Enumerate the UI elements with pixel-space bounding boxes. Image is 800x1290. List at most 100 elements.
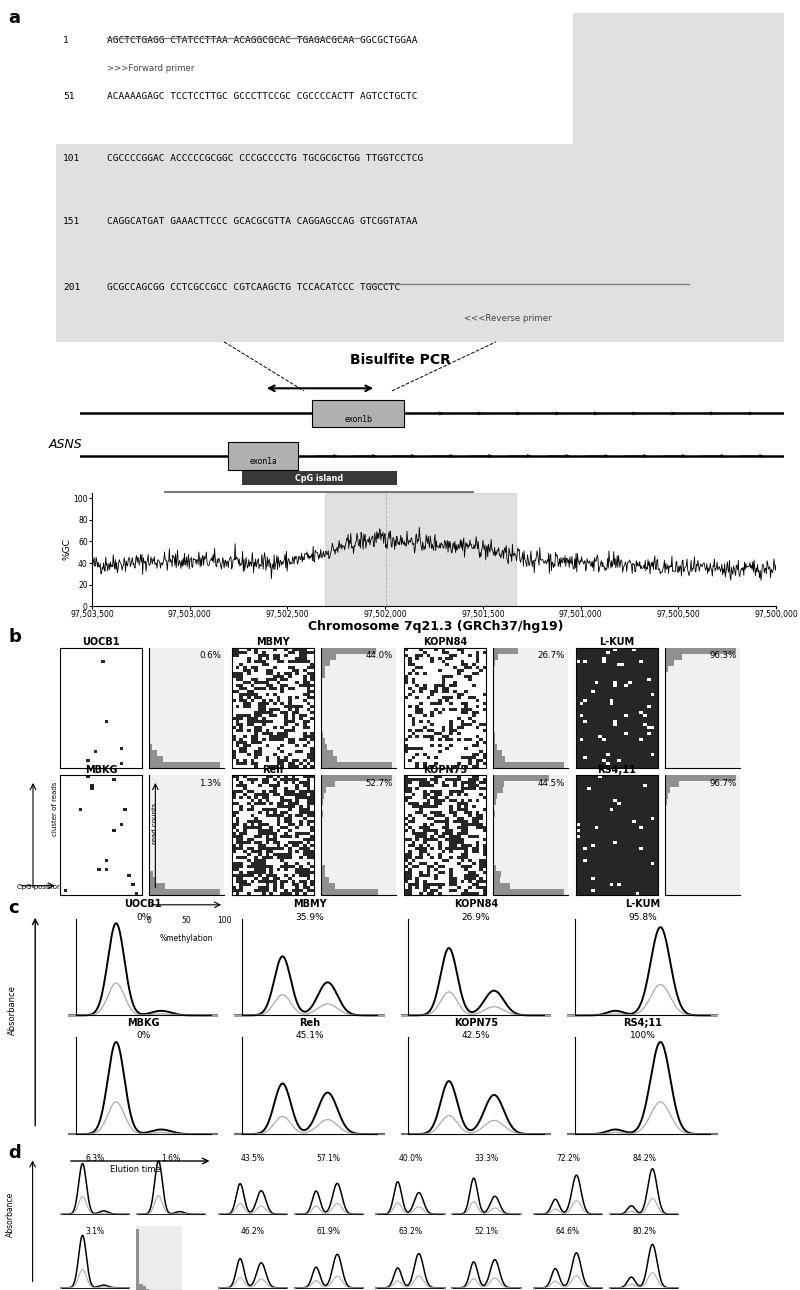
Bar (493, 731, 494, 738)
Text: ACAAAAGAGC TCCTCCTTGC GCCCTTCCGC CGCCCCACTT AGTCCTGCTC: ACAAAAGAGC TCCTCCTTGC GCCCTTCCGC CGCCCCA… (107, 92, 418, 101)
Text: CGCCCCGGAC ACCCCCGCGGC CCCGCCCCTG TGCGCGCTGG TTGGTCCTCG: CGCCCCGGAC ACCCCCGCGGC CCCGCCCCTG TGCGCG… (107, 155, 423, 164)
Title: MBKG: MBKG (85, 765, 118, 775)
Bar (321, 648, 376, 654)
Text: exon1a: exon1a (249, 458, 277, 466)
Bar (242, 472, 397, 485)
Text: 45.1%: 45.1% (295, 1032, 324, 1041)
Title: Reh: Reh (262, 765, 283, 775)
Text: a: a (8, 9, 20, 27)
Text: exon1b: exon1b (344, 415, 372, 423)
Bar (665, 800, 666, 805)
Bar (136, 1228, 139, 1290)
Text: AGCTCTGAGG CTATCCTTAA ACAGGCGCAC TGAGACGCAA GGCGCTGGAA: AGCTCTGAGG CTATCCTTAA ACAGGCGCAC TGAGACG… (107, 36, 418, 45)
Bar (493, 859, 494, 866)
Bar (493, 672, 494, 677)
Bar (665, 654, 682, 659)
Text: >>>Forward primer: >>>Forward primer (107, 64, 194, 74)
Text: 96.3%: 96.3% (710, 651, 737, 660)
Bar (321, 743, 327, 749)
Text: GCGCCAGCGG CCTCGCCGCC CGTCAAGCTG TCCACATCCC TGGCCTC: GCGCCAGCGG CCTCGCCGCC CGTCAAGCTG TCCACAT… (107, 283, 400, 292)
Text: Absorbance: Absorbance (8, 986, 17, 1035)
Text: 72.2%: 72.2% (556, 1153, 580, 1162)
Bar (665, 666, 668, 672)
Text: 100%: 100% (630, 1032, 655, 1041)
Text: 57.1%: 57.1% (317, 1153, 341, 1162)
Text: Promoter region: Promoter region (282, 494, 357, 503)
Text: 0%: 0% (136, 1032, 150, 1041)
Text: 201: 201 (63, 283, 81, 292)
Text: 44.0%: 44.0% (366, 651, 393, 660)
Bar (493, 761, 565, 768)
Bar (149, 866, 150, 871)
Text: Absorbance: Absorbance (6, 1192, 15, 1237)
Bar (321, 884, 334, 889)
Bar (149, 761, 221, 768)
Bar (142, 1286, 146, 1290)
Text: 1.6%: 1.6% (162, 1153, 181, 1162)
Text: 51: 51 (63, 92, 74, 101)
Bar (665, 793, 668, 800)
Bar (493, 659, 495, 666)
Text: Elution time: Elution time (110, 1165, 161, 1174)
Text: 50: 50 (182, 916, 191, 925)
Text: 151: 151 (63, 217, 81, 226)
Text: 84.2%: 84.2% (632, 1153, 656, 1162)
Bar (321, 823, 322, 829)
Bar (321, 738, 325, 743)
Bar (493, 884, 510, 889)
Bar (165, 491, 474, 504)
Text: 1.3%: 1.3% (199, 779, 221, 788)
Bar (493, 782, 504, 787)
Text: 46.2%: 46.2% (241, 1228, 265, 1236)
Text: 42.5%: 42.5% (462, 1032, 490, 1041)
Bar (149, 859, 150, 866)
Bar (321, 782, 335, 787)
Text: 52.7%: 52.7% (366, 779, 393, 788)
Bar (321, 800, 323, 805)
Bar (149, 756, 163, 761)
Bar (493, 648, 518, 654)
Bar (493, 743, 497, 749)
Bar (493, 654, 498, 659)
Text: cluster of reads: cluster of reads (52, 782, 58, 836)
Bar (493, 756, 505, 761)
Bar (321, 871, 325, 877)
Bar (493, 738, 495, 743)
Title: KOPN75: KOPN75 (423, 765, 467, 775)
Text: 26.9%: 26.9% (462, 913, 490, 922)
Bar (493, 775, 549, 782)
Bar (321, 877, 329, 884)
Y-axis label: %GC: %GC (63, 539, 72, 560)
Bar (321, 659, 330, 666)
Bar (56, 13, 573, 144)
Bar (321, 811, 322, 818)
Bar (321, 731, 322, 738)
Text: 95.8%: 95.8% (628, 913, 657, 922)
Bar (665, 775, 737, 782)
Bar (493, 805, 494, 811)
Bar (325, 493, 516, 606)
Bar (665, 787, 670, 793)
Text: d: d (8, 1144, 21, 1162)
Text: %methylation: %methylation (159, 934, 213, 943)
Text: 63.2%: 63.2% (398, 1228, 422, 1236)
Bar (665, 782, 679, 787)
Bar (149, 877, 155, 884)
Text: 101: 101 (63, 155, 81, 164)
Bar (665, 805, 666, 811)
Title: RS4;11: RS4;11 (623, 1018, 662, 1028)
Bar (149, 731, 150, 738)
Bar (493, 713, 494, 720)
Bar (493, 793, 498, 800)
Bar (493, 800, 496, 805)
Text: 52.1%: 52.1% (474, 1228, 498, 1236)
Text: 35.9%: 35.9% (295, 913, 324, 922)
Bar (493, 787, 503, 793)
Text: <<<Reverse primer: <<<Reverse primer (464, 313, 551, 322)
Bar (665, 672, 666, 677)
Text: 40.0%: 40.0% (398, 1153, 422, 1162)
Bar (493, 871, 502, 877)
Title: RS4;11: RS4;11 (598, 765, 637, 775)
Bar (493, 853, 494, 859)
Text: 3.1%: 3.1% (86, 1228, 105, 1236)
